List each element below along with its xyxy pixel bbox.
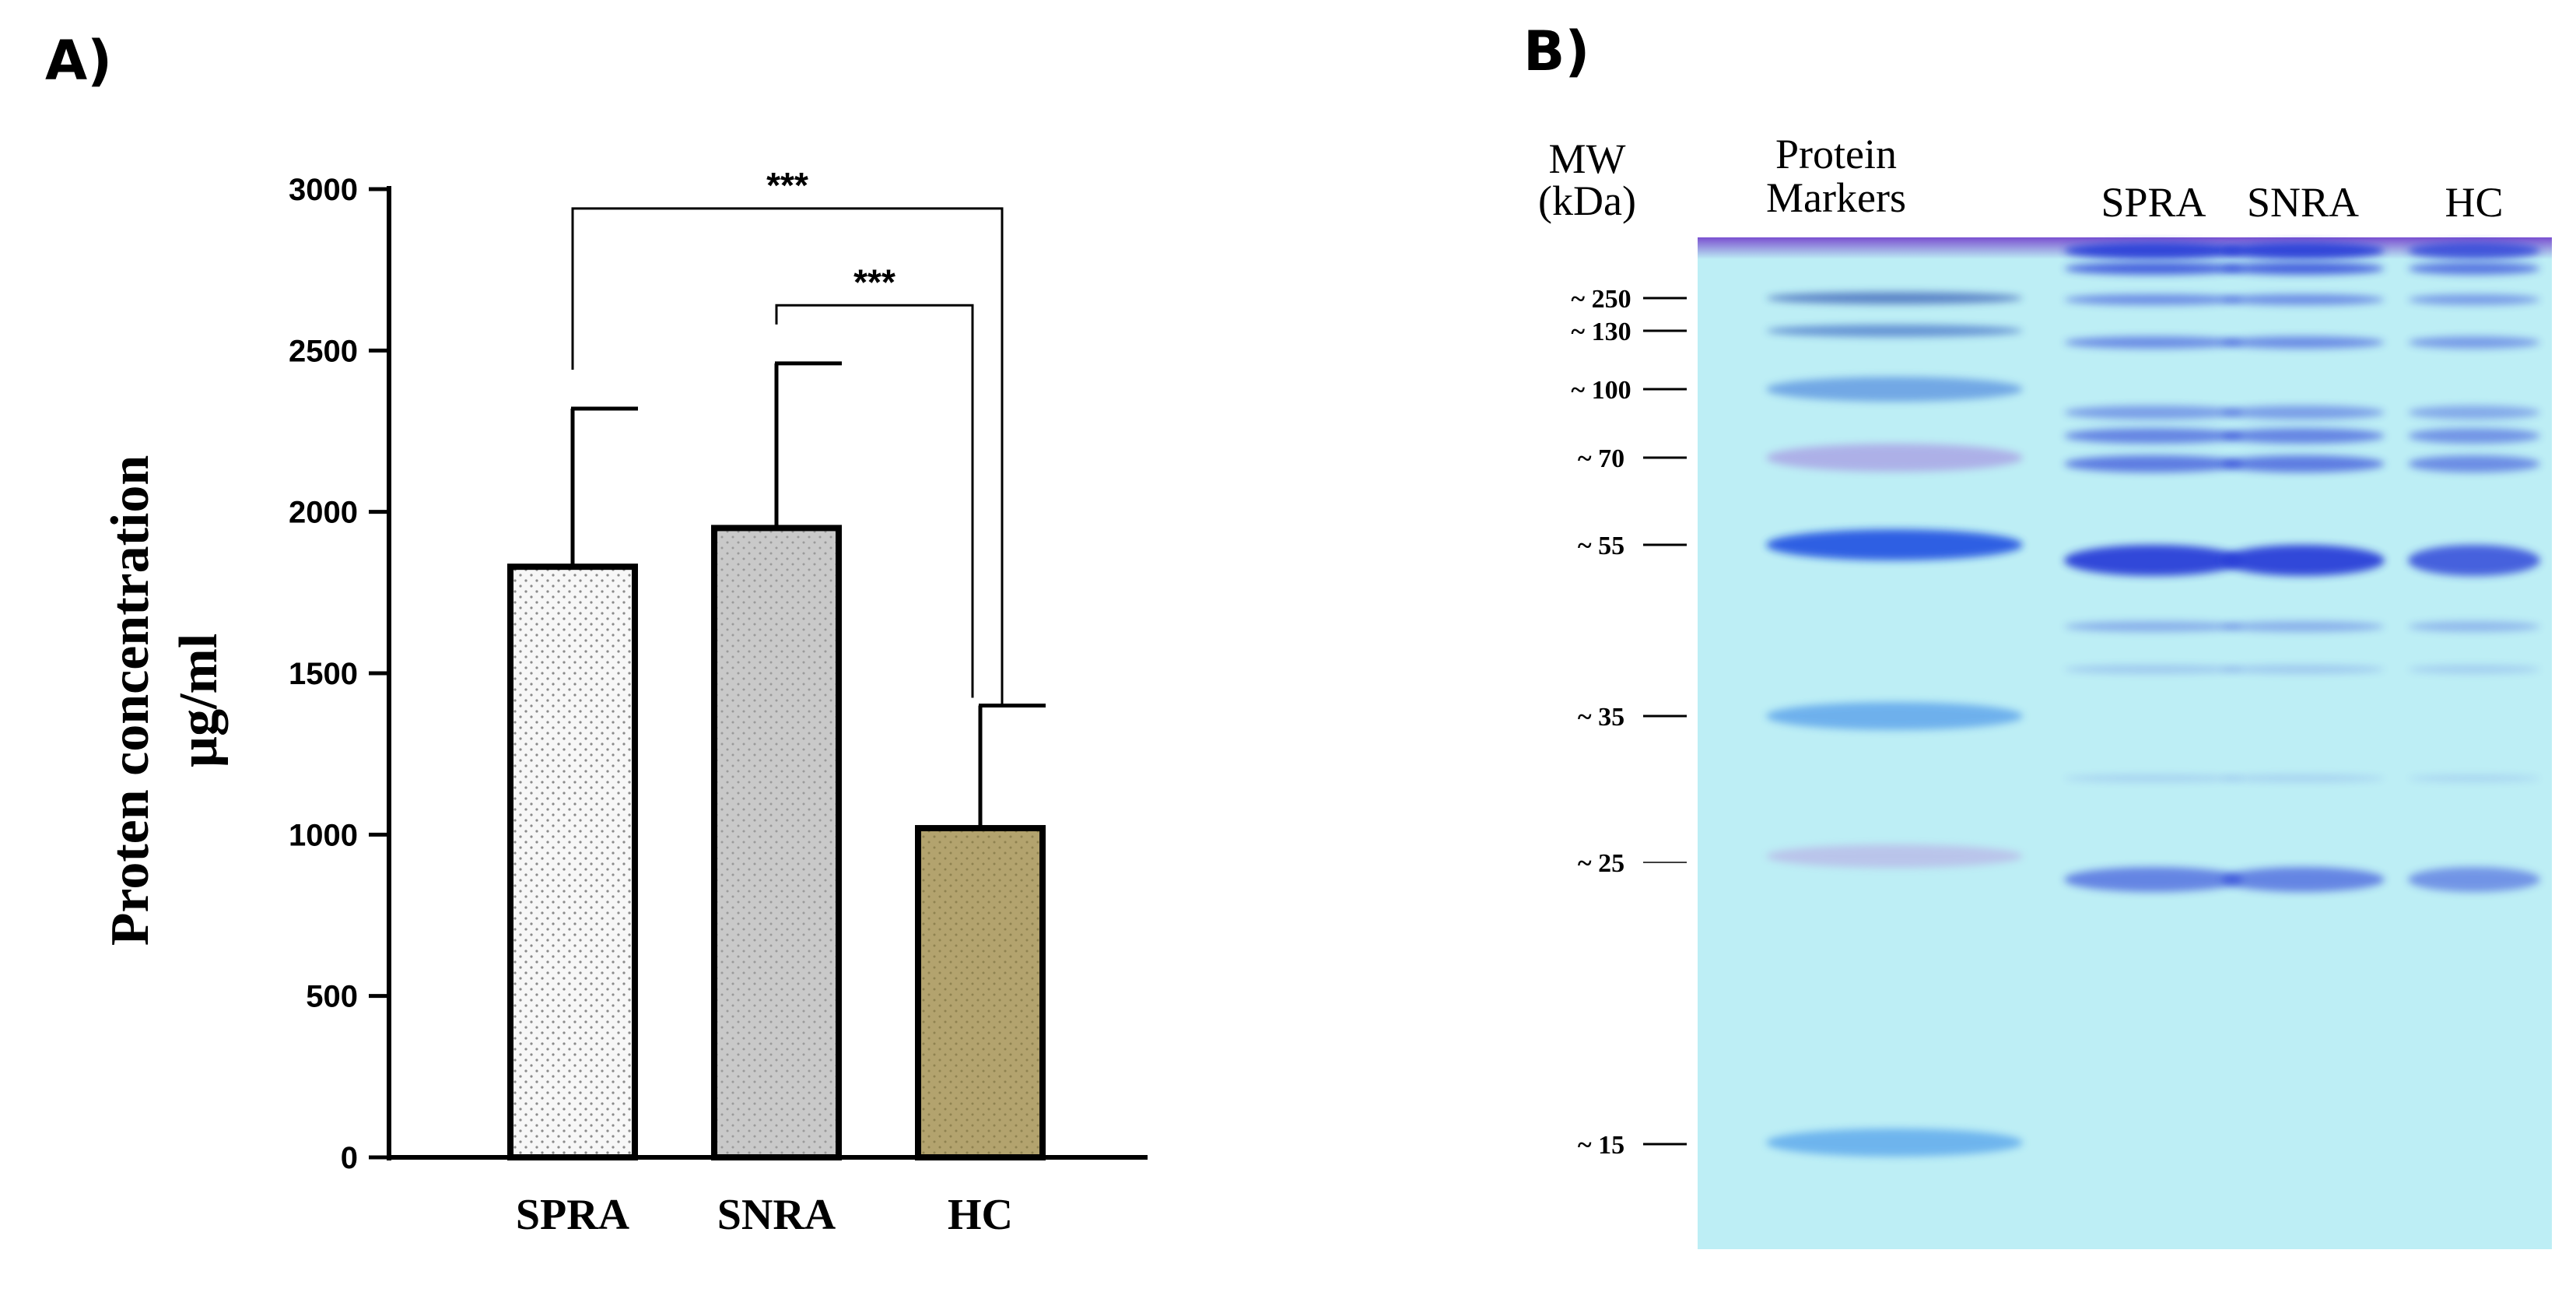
gel-lane-labels: SPRA SNRA HC [2101,179,2503,226]
mw-marker-label: ~ 35 [1578,703,1624,732]
significance-brackets: *** *** [571,165,1004,704]
significance-bracket [775,304,974,698]
sample-band-hc [2408,867,2540,892]
sample-band-spra [2064,406,2243,420]
gel-bands [1766,242,2540,1157]
bar-snra [711,525,842,1160]
marker-band [1766,844,2023,868]
gel-lane-label-hc: HC [2445,179,2503,226]
sample-band-snra [2221,242,2385,259]
x-tick-label: SNRA [717,1191,836,1239]
sample-band-spra [2064,774,2243,782]
y-axis-label: Proten concentration µg/ml [100,455,229,946]
gel-lane-label-snra: SNRA [2247,179,2359,226]
sample-band-spra [2064,242,2243,259]
mw-marker-label: ~ 70 [1578,444,1624,473]
marker-band [1766,702,2023,730]
sample-band-hc [2408,774,2540,782]
panel-b-label: B) [1523,19,1589,83]
marker-band [1766,1129,2023,1157]
sample-band-snra [2221,665,2385,674]
gel-header-markers-line2: Markers [1766,174,1906,221]
sample-band-spra [2064,621,2243,632]
sample-band-hc [2408,428,2540,444]
mw-marker-label: ~ 55 [1578,532,1624,560]
y-tick-label: 0 [341,1141,358,1175]
x-tick-label: HC [948,1191,1013,1239]
gel-header-markers-line1: Protein [1775,131,1897,177]
y-tick-label: 1500 [289,657,358,691]
gel-header-mw-line2: (kDa) [1538,177,1636,224]
sample-band-hc [2408,336,2540,349]
sample-band-hc [2408,665,2540,674]
bar-spra [507,563,638,1160]
mw-marker-label: ~ 15 [1578,1131,1624,1160]
sample-band-snra [2221,262,2385,275]
sample-band-spra [2064,455,2243,472]
sample-band-snra [2221,774,2385,782]
bar-chart: Proten concentration µg/ml 0 500 1000 1500 2… [100,165,1148,1239]
marker-band [1766,529,2023,560]
mw-marker-label: ~ 250 [1571,285,1631,314]
marker-band [1766,377,2023,402]
sample-band-snra [2221,545,2385,576]
sample-band-snra [2221,428,2385,444]
sample-band-snra [2221,867,2385,892]
sample-band-hc [2408,455,2540,472]
sample-band-spra [2064,294,2243,305]
sample-band-snra [2221,621,2385,632]
sample-band-hc [2408,294,2540,305]
mw-marker-label: ~ 130 [1571,318,1631,346]
gel-header-mw-line1: MW [1549,135,1626,182]
sample-band-spra [2064,867,2243,892]
y-tick-label: 2000 [289,496,358,530]
y-axis-label-line2: µg/ml [169,634,229,768]
sample-band-hc [2408,242,2540,259]
marker-band [1766,325,2023,337]
y-axis-label-line1: Proten concentration [100,455,160,946]
x-tick-labels: SPRA SNRA HC [516,1191,1013,1239]
sample-band-hc [2408,262,2540,275]
sample-band-spra [2064,665,2243,674]
mw-marker-label: ~ 25 [1578,849,1624,878]
sample-band-snra [2221,406,2385,420]
mw-marker-label: ~ 100 [1571,376,1631,405]
sample-band-snra [2221,336,2385,349]
y-tick-label: 500 [306,980,358,1014]
significance-label: *** [766,165,808,205]
significance-bracket [571,207,1004,704]
x-tick-label: SPRA [516,1191,630,1239]
significance-label: *** [853,262,895,302]
y-tick-label: 1000 [289,818,358,852]
sample-band-spra [2064,336,2243,349]
y-tick-label: 2500 [289,334,358,368]
sample-band-hc [2408,406,2540,420]
panel-a-label: A) [45,29,112,93]
chart-error-bars [570,361,1046,829]
gel-mw-markers: ~ 250 ~ 130 ~ 100 ~ 70 ~ 55 ~ 35 ~ 25 ~ 15 [1571,285,1687,1160]
gel-lane-label-spra: SPRA [2101,179,2206,226]
sample-band-hc [2408,545,2540,576]
sample-band-spra [2064,262,2243,275]
sample-band-snra [2221,294,2385,305]
sample-band-spra [2064,545,2243,576]
y-tick-label: 3000 [289,173,358,207]
sds-page-gel: MW (kDa) Protein Markers SPRA SNRA HC ~ 25… [1538,131,2552,1249]
sample-band-hc [2408,621,2540,632]
sample-band-snra [2221,455,2385,472]
chart-bars [507,525,1046,1161]
sample-band-spra [2064,428,2243,444]
marker-band [1766,444,2023,472]
marker-band [1766,292,2023,304]
bar-hc [915,825,1046,1161]
